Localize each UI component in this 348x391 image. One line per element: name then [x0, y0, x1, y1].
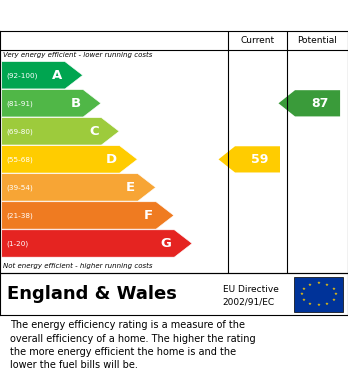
Text: ★: ★ — [316, 303, 321, 307]
Text: (1-20): (1-20) — [6, 240, 28, 247]
Text: Not energy efficient - higher running costs: Not energy efficient - higher running co… — [3, 263, 153, 269]
Text: C: C — [89, 125, 98, 138]
Text: The energy efficiency rating is a measure of the
overall efficiency of a home. T: The energy efficiency rating is a measur… — [10, 321, 256, 370]
Text: England & Wales: England & Wales — [7, 285, 177, 303]
Text: ★: ★ — [333, 292, 338, 296]
Text: (21-38): (21-38) — [6, 212, 33, 219]
Text: ★: ★ — [308, 302, 312, 306]
Text: 87: 87 — [311, 97, 329, 110]
Text: (55-68): (55-68) — [6, 156, 33, 163]
Text: ★: ★ — [331, 287, 335, 291]
Polygon shape — [278, 90, 340, 117]
Text: (39-54): (39-54) — [6, 184, 33, 191]
Text: Potential: Potential — [298, 36, 338, 45]
Text: ★: ★ — [325, 302, 329, 306]
Polygon shape — [2, 174, 156, 201]
Polygon shape — [2, 118, 119, 145]
Text: ★: ★ — [331, 298, 335, 302]
Text: G: G — [161, 237, 172, 250]
Text: D: D — [106, 153, 117, 166]
Polygon shape — [219, 146, 280, 172]
Text: ★: ★ — [302, 298, 306, 302]
Text: Very energy efficient - lower running costs: Very energy efficient - lower running co… — [3, 52, 153, 59]
Polygon shape — [2, 146, 137, 173]
Bar — [294, 277, 343, 312]
Text: Energy Efficiency Rating: Energy Efficiency Rating — [10, 7, 220, 23]
Text: (69-80): (69-80) — [6, 128, 33, 135]
Text: ★: ★ — [308, 282, 312, 287]
Polygon shape — [2, 90, 101, 117]
Text: ★: ★ — [316, 281, 321, 285]
Text: ★: ★ — [302, 287, 306, 291]
Text: F: F — [144, 209, 153, 222]
Text: (92-100): (92-100) — [6, 72, 37, 79]
Polygon shape — [2, 202, 174, 229]
Text: Current: Current — [240, 36, 275, 45]
Text: 2002/91/EC: 2002/91/EC — [223, 297, 275, 306]
Text: ★: ★ — [299, 292, 303, 296]
Text: EU Directive: EU Directive — [223, 285, 279, 294]
Polygon shape — [2, 62, 83, 89]
Text: E: E — [126, 181, 135, 194]
Text: (81-91): (81-91) — [6, 100, 33, 106]
Text: B: B — [70, 97, 80, 110]
Polygon shape — [2, 230, 192, 257]
Text: 59: 59 — [251, 153, 268, 166]
Text: ★: ★ — [325, 282, 329, 287]
Text: A: A — [52, 69, 62, 82]
